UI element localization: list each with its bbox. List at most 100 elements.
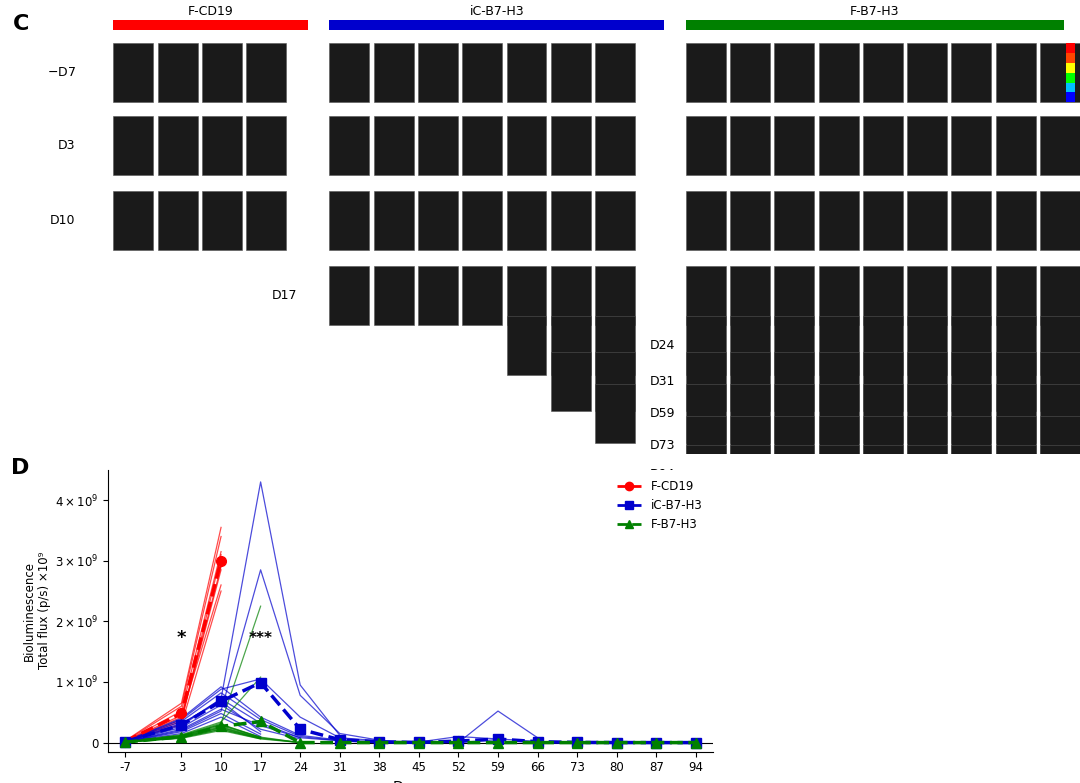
Text: C: C bbox=[13, 13, 29, 34]
Bar bbox=[462, 43, 502, 102]
Bar bbox=[329, 116, 369, 175]
Bar bbox=[202, 116, 242, 175]
Bar bbox=[996, 316, 1036, 374]
Bar bbox=[774, 191, 814, 250]
Bar bbox=[863, 416, 903, 474]
Bar bbox=[951, 416, 991, 474]
Bar bbox=[774, 384, 814, 442]
Bar bbox=[418, 191, 458, 250]
Bar bbox=[1040, 43, 1080, 102]
Bar bbox=[507, 316, 546, 374]
Bar bbox=[595, 116, 635, 175]
Bar bbox=[996, 191, 1036, 250]
Bar bbox=[595, 316, 635, 374]
Bar bbox=[774, 316, 814, 374]
Bar bbox=[774, 43, 814, 102]
Bar bbox=[819, 265, 859, 325]
Bar bbox=[202, 191, 242, 250]
Text: D: D bbox=[11, 458, 29, 478]
Bar bbox=[863, 316, 903, 374]
Bar bbox=[113, 43, 153, 102]
Bar bbox=[951, 316, 991, 374]
Bar bbox=[418, 43, 458, 102]
Bar bbox=[774, 416, 814, 474]
Bar bbox=[1040, 116, 1080, 175]
Bar bbox=[551, 316, 591, 374]
Bar bbox=[686, 20, 1064, 30]
Bar bbox=[246, 116, 286, 175]
Bar bbox=[686, 316, 726, 374]
Bar bbox=[730, 116, 770, 175]
Bar bbox=[1040, 445, 1080, 504]
Bar bbox=[1040, 191, 1080, 250]
Bar bbox=[374, 43, 414, 102]
Bar bbox=[1040, 316, 1080, 374]
Bar bbox=[819, 384, 859, 442]
Bar bbox=[595, 352, 635, 411]
Bar bbox=[819, 316, 859, 374]
Bar bbox=[507, 116, 546, 175]
Bar bbox=[863, 43, 903, 102]
Bar bbox=[462, 191, 502, 250]
Legend: F-CD19, iC-B7-H3, F-B7-H3: F-CD19, iC-B7-H3, F-B7-H3 bbox=[612, 476, 707, 536]
Bar bbox=[863, 265, 903, 325]
Bar bbox=[907, 352, 947, 411]
Bar bbox=[686, 43, 726, 102]
Bar bbox=[951, 265, 991, 325]
Bar bbox=[819, 445, 859, 504]
Bar bbox=[996, 445, 1036, 504]
Bar bbox=[907, 416, 947, 474]
Y-axis label: Bioluminescence
Total flux (p/s) ×10⁹: Bioluminescence Total flux (p/s) ×10⁹ bbox=[23, 552, 51, 669]
Bar bbox=[730, 316, 770, 374]
Text: D31: D31 bbox=[650, 375, 675, 388]
Bar bbox=[551, 116, 591, 175]
Bar bbox=[951, 445, 991, 504]
Bar bbox=[158, 43, 198, 102]
Bar bbox=[996, 384, 1036, 442]
Text: D94: D94 bbox=[650, 468, 675, 481]
Text: F-CD19: F-CD19 bbox=[188, 5, 233, 17]
Bar bbox=[329, 191, 369, 250]
Bar bbox=[730, 265, 770, 325]
Bar bbox=[1040, 416, 1080, 474]
Bar bbox=[996, 416, 1036, 474]
Bar bbox=[819, 43, 859, 102]
X-axis label: Days: Days bbox=[393, 780, 428, 783]
Bar bbox=[507, 265, 546, 325]
Bar bbox=[595, 384, 635, 442]
Bar bbox=[730, 352, 770, 411]
Text: D59: D59 bbox=[650, 406, 676, 420]
Bar bbox=[158, 191, 198, 250]
Bar bbox=[951, 43, 991, 102]
Bar bbox=[774, 116, 814, 175]
Bar bbox=[113, 191, 153, 250]
Bar bbox=[996, 352, 1036, 411]
Text: ***: *** bbox=[248, 631, 272, 646]
Bar bbox=[996, 265, 1036, 325]
Bar bbox=[1040, 384, 1080, 442]
Text: $-$D7: $-$D7 bbox=[46, 66, 76, 79]
Bar bbox=[1066, 82, 1075, 92]
Bar bbox=[819, 191, 859, 250]
Bar bbox=[418, 265, 458, 325]
Bar bbox=[907, 445, 947, 504]
Bar bbox=[907, 265, 947, 325]
Bar bbox=[1040, 265, 1080, 325]
Bar bbox=[329, 43, 369, 102]
Bar bbox=[730, 191, 770, 250]
Text: D17: D17 bbox=[271, 289, 297, 301]
Bar bbox=[951, 384, 991, 442]
Bar bbox=[374, 191, 414, 250]
Bar bbox=[1066, 63, 1075, 73]
Bar bbox=[418, 116, 458, 175]
Bar bbox=[951, 116, 991, 175]
Bar bbox=[996, 116, 1036, 175]
Bar bbox=[774, 445, 814, 504]
Text: D24: D24 bbox=[650, 338, 675, 352]
Bar bbox=[686, 265, 726, 325]
Text: F-B7-H3: F-B7-H3 bbox=[850, 5, 900, 17]
Bar bbox=[819, 352, 859, 411]
Bar bbox=[686, 384, 726, 442]
Text: *: * bbox=[177, 630, 186, 648]
Bar bbox=[551, 352, 591, 411]
